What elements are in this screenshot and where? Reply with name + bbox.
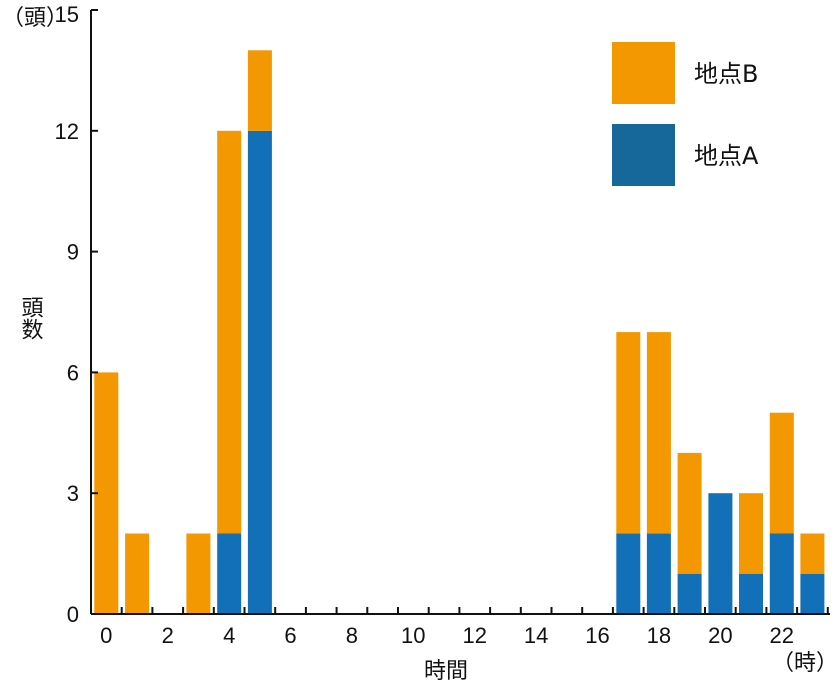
bar-a-21 — [739, 573, 763, 614]
x-tick-label: 8 — [346, 623, 358, 648]
legend-swatch-b — [612, 42, 675, 104]
legend-label-b: 地点B — [694, 60, 758, 88]
bar-a-23 — [800, 573, 825, 614]
x-ticks: 0 2 4 6 8 10 12 14 16 18 20 22 — [90, 607, 829, 648]
x-tick-label: 4 — [223, 623, 235, 648]
legend-label-a: 地点A — [694, 142, 759, 170]
legend-swatch-a — [612, 124, 675, 186]
y-tick-label: 12 — [55, 119, 79, 144]
x-axis-label: 時間 — [424, 659, 468, 684]
y-tick-label: 9 — [67, 240, 79, 265]
bar-b-23 — [800, 533, 825, 574]
bar-b-17 — [616, 332, 641, 534]
legend: 地点B 地点A — [612, 42, 759, 186]
bar-b-18 — [646, 332, 671, 534]
bar-a-18 — [646, 533, 671, 614]
bar-b-22 — [769, 412, 794, 534]
bars — [94, 50, 825, 615]
bar-b-3 — [186, 533, 211, 614]
bar-b-5 — [247, 50, 272, 131]
x-tick-label: 16 — [585, 623, 609, 648]
x-tick-label: 22 — [770, 623, 794, 648]
bar-b-0 — [94, 372, 119, 614]
bar-a-20 — [708, 493, 733, 614]
y-ticks: 0 3 6 9 12 15 — [55, 2, 98, 627]
bar-a-5 — [247, 130, 272, 615]
bar-b-19 — [677, 452, 702, 574]
x-tick-label: 2 — [162, 623, 174, 648]
y-axis-label: 頭数 — [18, 296, 44, 340]
bar-a-19 — [677, 573, 702, 614]
bar-b-21 — [739, 493, 763, 574]
y-tick-label: 3 — [67, 481, 79, 506]
x-tick-label: 0 — [100, 623, 112, 648]
bar-a-4 — [217, 533, 242, 614]
bar-b-4 — [217, 130, 242, 534]
bar-b-1 — [125, 533, 150, 614]
x-tick-label: 14 — [524, 623, 548, 648]
x-tick-label: 6 — [284, 623, 296, 648]
y-tick-label: 6 — [67, 360, 79, 385]
y-tick-label: 15 — [55, 2, 79, 27]
y-tick-label: 0 — [67, 602, 79, 627]
x-tick-label: 20 — [708, 623, 732, 648]
x-tick-label: 18 — [647, 623, 671, 648]
x-tick-label: 12 — [463, 623, 487, 648]
x-tick-label: 10 — [401, 623, 425, 648]
y-unit-label: （頭） — [2, 6, 68, 31]
x-unit-label: （時） — [772, 651, 838, 676]
bar-a-22 — [769, 533, 794, 614]
bar-a-17 — [616, 533, 641, 614]
